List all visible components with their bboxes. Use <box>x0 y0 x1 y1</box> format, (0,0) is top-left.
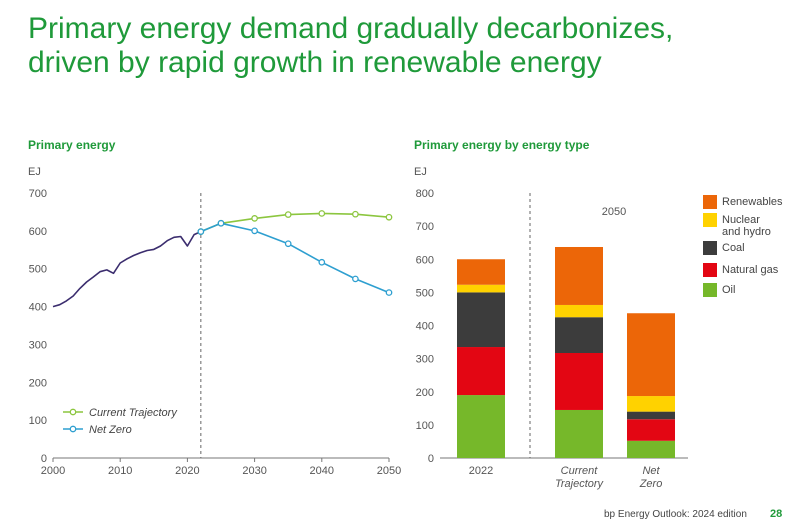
data-point-net-zero <box>217 219 225 227</box>
bar-segment-nuclear-and-hydro <box>627 396 675 412</box>
right-y-tick-label: 100 <box>416 420 434 432</box>
left-y-axis-unit: EJ <box>28 166 41 178</box>
left-y-tick-label: 500 <box>29 264 47 276</box>
legend-marker <box>69 408 77 416</box>
legend-swatch <box>703 263 717 277</box>
data-point-current-trajectory <box>352 210 359 218</box>
data-point-net-zero <box>385 289 393 296</box>
left-y-tick-label: 200 <box>29 377 47 389</box>
legend-label: Renewables <box>722 196 783 208</box>
bar-segment-oil <box>555 409 603 458</box>
bar-segment-renewables <box>457 259 505 285</box>
legend-swatch <box>703 283 717 297</box>
data-point-current-trajectory <box>318 210 326 217</box>
bar-segment-nuclear-and-hydro <box>457 284 505 293</box>
bar-segment-coal <box>627 411 675 420</box>
legend-label: Oil <box>722 284 735 296</box>
legend-marker <box>69 425 77 433</box>
left-x-tick-label: 2040 <box>310 465 334 477</box>
left-y-tick-label: 300 <box>29 339 47 351</box>
legend-label: Coal <box>722 242 745 254</box>
legend-label: Net Zero <box>89 424 132 436</box>
data-point-current-trajectory <box>251 215 258 222</box>
left-x-tick-label: 2020 <box>175 465 199 477</box>
energy-type-chart-title: Primary energy by energy type <box>414 138 590 152</box>
series-line-current-trajectory <box>200 212 390 233</box>
series-line-history <box>52 230 202 308</box>
data-point-current-trajectory <box>385 213 393 221</box>
legend-swatch <box>703 213 717 227</box>
bar-segment-natural-gas <box>457 347 505 396</box>
series-line-net-zero <box>200 222 390 294</box>
primary-energy-chart-title: Primary energy <box>28 138 116 152</box>
headline-line-2: driven by rapid growth in renewable ener… <box>28 46 602 79</box>
right-y-tick-label: 0 <box>428 453 434 465</box>
legend-label: Natural gas <box>722 264 779 276</box>
headline: Primary energy demand gradually decarbon… <box>28 12 768 80</box>
data-point-net-zero <box>352 275 359 283</box>
category-label: Current Trajectory <box>555 465 605 490</box>
right-y-tick-label: 200 <box>416 387 434 399</box>
data-point-net-zero <box>251 227 258 235</box>
legend-swatch <box>703 195 717 209</box>
legend-swatch <box>703 241 717 255</box>
group-label-2050: 2050 <box>602 206 626 218</box>
right-y-tick-label: 400 <box>416 321 434 333</box>
headline-line-1: Primary energy demand gradually decarbon… <box>28 12 674 45</box>
data-point-current-trajectory <box>284 211 292 218</box>
category-label: Net Zero <box>639 465 663 490</box>
left-x-tick-label: 2000 <box>41 465 65 477</box>
legend-label: Current Trajectory <box>89 407 178 419</box>
bar-segment-natural-gas <box>627 419 675 441</box>
page-number: 28 <box>770 508 783 520</box>
right-y-tick-label: 600 <box>416 254 434 266</box>
left-y-tick-label: 400 <box>29 302 47 314</box>
left-x-tick-label: 2050 <box>377 465 401 477</box>
left-y-tick-label: 0 <box>41 453 47 465</box>
right-y-tick-label: 500 <box>416 287 434 299</box>
data-point-net-zero <box>284 240 292 248</box>
bar-segment-renewables <box>555 246 603 305</box>
bar-segment-natural-gas <box>555 352 603 410</box>
left-y-tick-label: 700 <box>29 188 47 200</box>
right-y-tick-label: 800 <box>416 188 434 200</box>
left-y-tick-label: 600 <box>29 226 47 238</box>
left-y-tick-label: 100 <box>29 415 47 427</box>
bar-segment-nuclear-and-hydro <box>555 304 603 318</box>
data-point-net-zero <box>197 228 205 235</box>
data-point-net-zero <box>318 258 326 266</box>
bar-segment-coal <box>555 317 603 353</box>
legend-label: Nuclear and hydro <box>722 214 771 238</box>
right-y-tick-label: 700 <box>416 221 434 233</box>
right-y-tick-label: 300 <box>416 354 434 366</box>
footer-source: bp Energy Outlook: 2024 edition <box>604 509 747 520</box>
bar-segment-renewables <box>627 313 675 397</box>
right-y-axis-unit: EJ <box>414 166 427 178</box>
left-x-tick-label: 2010 <box>108 465 132 477</box>
bar-segment-coal <box>457 292 505 348</box>
category-label: 2022 <box>469 465 493 477</box>
bar-segment-oil <box>457 395 505 458</box>
left-x-tick-label: 2030 <box>242 465 266 477</box>
bar-segment-oil <box>627 440 675 458</box>
